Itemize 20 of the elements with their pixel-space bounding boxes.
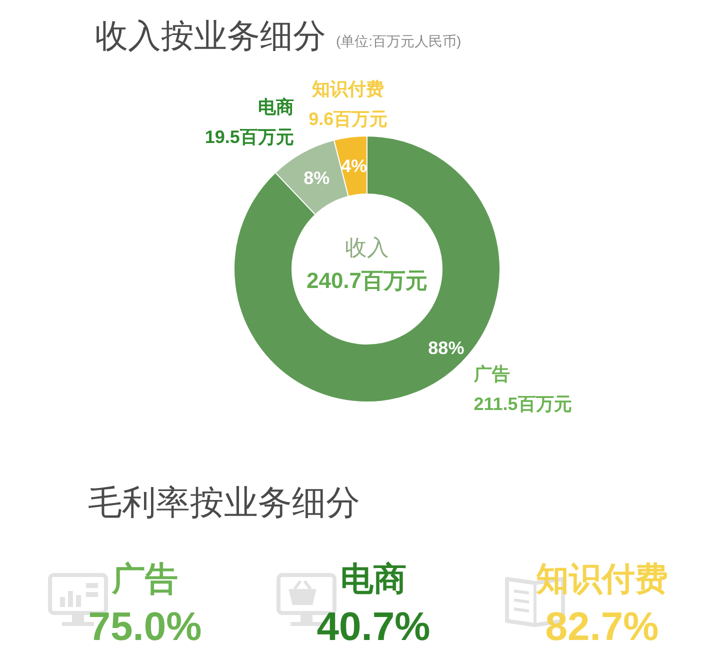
text: 收入 bbox=[345, 235, 389, 260]
slice-label: 广告 bbox=[472, 364, 510, 384]
data-label: 19.5百万元 bbox=[204, 126, 294, 147]
category-label: 知识付费 bbox=[535, 560, 668, 597]
text: 4% bbox=[340, 156, 368, 176]
text: 毛利率按业务细分 bbox=[88, 484, 360, 522]
text: 8% bbox=[304, 168, 330, 188]
chart-subtitle: (单位:百万元人民币) bbox=[336, 33, 462, 49]
data-label: 211.5百万元 bbox=[474, 394, 572, 414]
chart-title: 收入按业务细分 bbox=[95, 17, 326, 54]
category-label: 广告 bbox=[111, 560, 178, 597]
text: 75.0% bbox=[88, 605, 202, 649]
text: 88% bbox=[428, 338, 464, 358]
text: 82.7% bbox=[545, 605, 659, 649]
data-label: 9.6百万元 bbox=[308, 109, 388, 130]
slice-label: 电商 bbox=[258, 96, 294, 117]
category-label: 电商 bbox=[340, 560, 406, 597]
text: 240.7百万元 bbox=[306, 268, 428, 293]
slice-label: 知识付费 bbox=[311, 79, 384, 100]
text: 40.7% bbox=[316, 605, 430, 649]
